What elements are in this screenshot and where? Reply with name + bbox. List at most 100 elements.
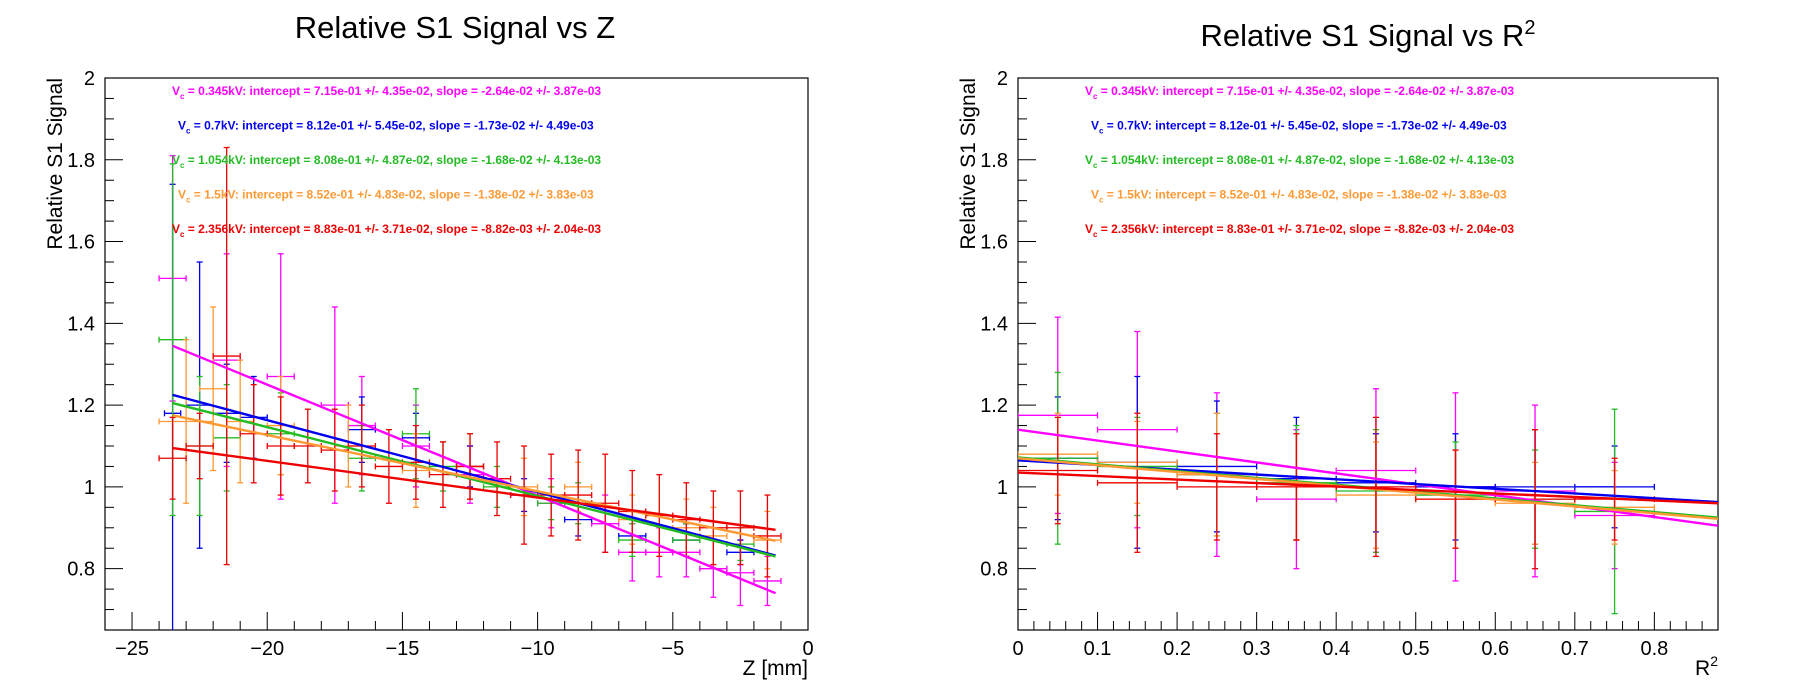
legend-text-body: = 1.054kV: intercept = 8.08e-01 +/- 4.87… (184, 153, 601, 167)
y-tick-label: 1.2 (67, 395, 95, 417)
legend-prefix: V (1091, 119, 1099, 133)
data-point (374, 428, 404, 504)
legend-subscript: c (1099, 127, 1104, 136)
x-tick-label: −10 (521, 638, 555, 660)
data-point (726, 490, 755, 566)
series-1 (163, 183, 755, 630)
legend-entry: Vc = 1.054kV: intercept = 8.08e-01 +/- 4… (1085, 153, 1514, 170)
series-0 (1018, 316, 1656, 582)
legend-entry: Vc = 0.345kV: intercept = 7.15e-01 +/- 4… (172, 84, 601, 101)
fit-line-2 (172, 401, 776, 558)
legend-text-body: = 1.054kV: intercept = 8.08e-01 +/- 4.87… (1097, 153, 1514, 167)
y-axis-label: Relative S1 Signal (957, 78, 980, 250)
legend-text-body: = 2.356kV: intercept = 8.83e-01 +/- 3.71… (1097, 222, 1514, 236)
x-tick-label: 0.2 (1163, 638, 1191, 660)
x-tick-label: 0.3 (1243, 638, 1271, 660)
legend-prefix: V (1085, 84, 1093, 98)
data-point (158, 416, 187, 500)
x-tick-label: 0.4 (1322, 638, 1350, 660)
data-point (1096, 412, 1178, 553)
x-tick-label: −15 (385, 638, 419, 660)
left-chart-panel: Relative S1 Signal vs Z Relative S1 Signa… (44, 10, 814, 680)
chart-title: Relative S1 Signal vs R2 (1200, 17, 1535, 53)
fit-line-3 (172, 414, 776, 543)
legend-entry: Vc = 1.054kV: intercept = 8.08e-01 +/- 4… (172, 153, 601, 170)
x-axis-label-superscript: 2 (1710, 653, 1718, 669)
y-tick-label: 1.6 (980, 232, 1008, 254)
legend-subscript: c (180, 230, 185, 239)
data-point (564, 449, 593, 541)
y-tick-label: 2 (997, 68, 1008, 90)
legend-subscript: c (180, 161, 185, 170)
legend-subscript: c (1093, 92, 1098, 101)
chart-title: Relative S1 Signal vs Z (295, 10, 615, 45)
y-axis-label: Relative S1 Signal (44, 78, 67, 250)
legend-subscript: c (1099, 196, 1104, 205)
fit-line-1 (172, 393, 776, 557)
x-axis-label: R2 (1695, 653, 1718, 680)
x-axis-label: Z [mm] (743, 657, 808, 680)
x-tick-label: −20 (250, 638, 284, 660)
legend-entry: Vc = 0.345kV: intercept = 7.15e-01 +/- 4… (1085, 84, 1514, 101)
legend-entry: Vc = 0.7kV: intercept = 8.12e-01 +/- 5.4… (178, 119, 594, 136)
y-tick-label: 2 (84, 68, 95, 90)
chart-title-superscript: 2 (1524, 17, 1535, 39)
data-point (753, 494, 782, 578)
legend-text-body: = 0.345kV: intercept = 7.15e-01 +/- 4.35… (1097, 84, 1514, 98)
plot-data-area (1018, 316, 1718, 615)
data-point (212, 146, 241, 566)
y-tick-label: 1.6 (67, 232, 95, 254)
y-tick-label: 1.4 (980, 313, 1008, 335)
x-tick-label: 0 (802, 638, 813, 660)
legend-entry: Vc = 1.5kV: intercept = 8.52e-01 +/- 4.8… (178, 188, 594, 205)
y-tick-label: 1.8 (67, 150, 95, 172)
legend-text-body: = 0.345kV: intercept = 7.15e-01 +/- 4.35… (184, 84, 601, 98)
legend-subscript: c (1093, 161, 1098, 170)
legend-prefix: V (178, 119, 186, 133)
y-tick-label: 1.2 (980, 395, 1008, 417)
legend-entry: Vc = 2.356kV: intercept = 8.83e-01 +/- 3… (172, 222, 601, 239)
legend-prefix: V (1085, 222, 1093, 236)
y-tick-label: 1 (84, 477, 95, 499)
legend-text-body: = 1.5kV: intercept = 8.52e-01 +/- 4.83e-… (190, 188, 594, 202)
y-tick-label: 1.4 (67, 313, 95, 335)
legend-entry: Vc = 1.5kV: intercept = 8.52e-01 +/- 4.8… (1091, 188, 1507, 205)
x-tick-label: 0.1 (1084, 638, 1112, 660)
fit-line-4 (1018, 471, 1718, 505)
x-tick-label: 0.6 (1481, 638, 1509, 660)
y-tick-label: 1 (997, 477, 1008, 499)
y-tick-label: 0.8 (980, 559, 1008, 581)
legend-prefix: V (172, 84, 180, 98)
x-axis-label-text: Z [mm] (743, 657, 808, 680)
fit-line-0 (172, 344, 777, 595)
plot-data-area (158, 146, 782, 630)
data-point (266, 396, 295, 496)
x-tick-label: 0 (1012, 638, 1023, 660)
x-tick-label: −25 (115, 638, 149, 660)
legend-prefix: V (172, 222, 180, 236)
y-tick-label: 1.8 (980, 150, 1008, 172)
legend-entry: Vc = 2.356kV: intercept = 8.83e-01 +/- 3… (1085, 222, 1514, 239)
legend-subscript: c (180, 92, 185, 101)
legend-prefix: V (1085, 153, 1093, 167)
x-tick-label: 0.7 (1561, 638, 1589, 660)
series-4 (158, 146, 782, 578)
legend-prefix: V (172, 153, 180, 167)
legend-subscript: c (186, 127, 191, 136)
legend-subscript: c (1093, 230, 1098, 239)
legend-prefix: V (178, 188, 186, 202)
legend-text-body: = 0.7kV: intercept = 8.12e-01 +/- 5.45e-… (1103, 119, 1507, 133)
x-tick-label: 0.8 (1640, 638, 1668, 660)
legend-entry: Vc = 0.7kV: intercept = 8.12e-01 +/- 5.4… (1091, 119, 1507, 136)
legend-subscript: c (186, 196, 191, 205)
data-point (1176, 433, 1258, 541)
chart-title-text: Relative S1 Signal vs R (1200, 18, 1524, 53)
legend-text-body: = 0.7kV: intercept = 8.12e-01 +/- 5.45e-… (190, 119, 594, 133)
legend-text-body: = 2.356kV: intercept = 8.83e-01 +/- 3.71… (184, 222, 601, 236)
y-tick-label: 0.8 (67, 559, 95, 581)
x-axis-label-text: R (1695, 657, 1710, 680)
x-tick-label: −5 (661, 638, 684, 660)
data-point (1018, 416, 1099, 525)
